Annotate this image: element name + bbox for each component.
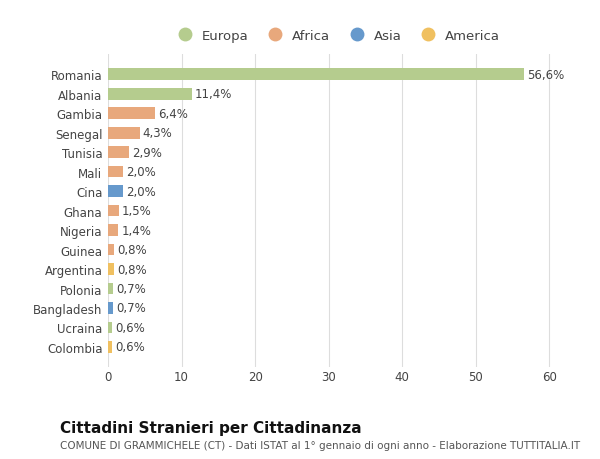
Text: 0,6%: 0,6% (115, 341, 145, 354)
Bar (108, 186, 123, 197)
Bar (108, 69, 524, 81)
Text: 2,0%: 2,0% (125, 185, 155, 198)
Text: 0,8%: 0,8% (117, 244, 146, 257)
Text: 0,7%: 0,7% (116, 302, 146, 315)
Bar (108, 205, 119, 217)
Bar (108, 263, 114, 275)
Text: 0,6%: 0,6% (115, 321, 145, 334)
Text: 0,8%: 0,8% (117, 263, 146, 276)
Legend: Europa, Africa, Asia, America: Europa, Africa, Asia, America (166, 24, 506, 48)
Text: 1,4%: 1,4% (121, 224, 151, 237)
Bar (108, 283, 113, 295)
Bar (108, 147, 130, 159)
Bar (108, 167, 123, 178)
Bar (108, 89, 192, 101)
Text: 11,4%: 11,4% (195, 88, 232, 101)
Text: 2,9%: 2,9% (132, 146, 162, 159)
Text: 0,7%: 0,7% (116, 282, 146, 295)
Text: 1,5%: 1,5% (122, 205, 152, 218)
Text: 56,6%: 56,6% (527, 68, 565, 82)
Bar (108, 108, 155, 120)
Bar (108, 128, 140, 139)
Text: 4,3%: 4,3% (143, 127, 172, 140)
Bar (108, 302, 113, 314)
Bar (108, 244, 114, 256)
Bar (108, 341, 112, 353)
Bar (108, 225, 118, 236)
Text: Cittadini Stranieri per Cittadinanza: Cittadini Stranieri per Cittadinanza (60, 420, 362, 435)
Text: COMUNE DI GRAMMICHELE (CT) - Dati ISTAT al 1° gennaio di ogni anno - Elaborazion: COMUNE DI GRAMMICHELE (CT) - Dati ISTAT … (60, 440, 580, 450)
Text: 6,4%: 6,4% (158, 107, 188, 120)
Text: 2,0%: 2,0% (125, 166, 155, 179)
Bar (108, 322, 112, 334)
